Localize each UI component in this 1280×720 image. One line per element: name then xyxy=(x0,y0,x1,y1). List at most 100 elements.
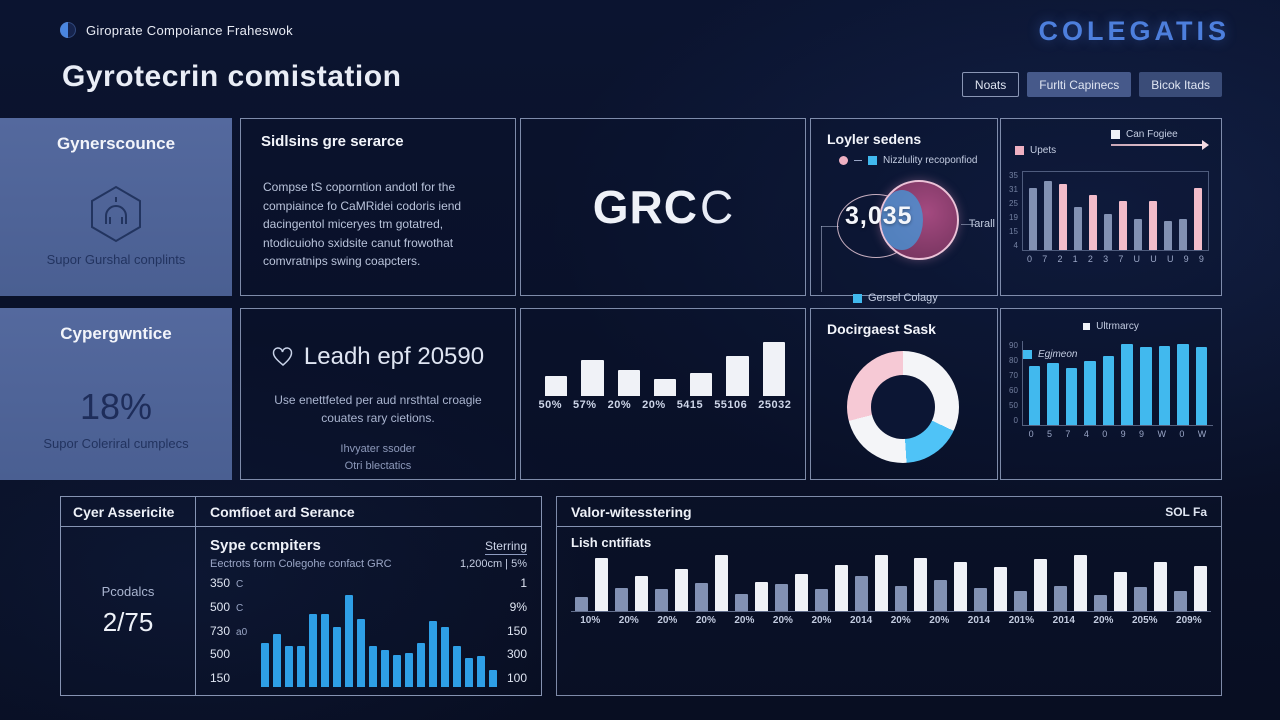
sype-subtitle-right: 1,200cm | 5% xyxy=(459,558,527,570)
bar xyxy=(914,557,928,611)
bicok-itads-button[interactable]: Bicok Itads xyxy=(1139,72,1222,97)
governance-card: Gynerscounce Supor Gurshal conplints xyxy=(0,118,232,296)
bar xyxy=(1158,346,1171,425)
bar xyxy=(464,657,473,687)
bar xyxy=(545,375,568,396)
bar xyxy=(1034,559,1048,611)
pcodalcs-cell: Pcodalcs 2/75 xyxy=(61,527,196,695)
donut-chart xyxy=(847,351,959,463)
bar xyxy=(1194,187,1203,250)
bar xyxy=(834,565,848,611)
leadh-body: Use enettfeted per aud nrsthtal croagie … xyxy=(274,393,482,425)
bar xyxy=(614,588,628,611)
bar xyxy=(369,646,377,687)
sterring-chart xyxy=(255,590,499,687)
egjmeon-label: Egjmeon xyxy=(1038,349,1078,360)
valor-header: Valor-witesstering xyxy=(571,503,692,520)
bar xyxy=(1194,566,1207,611)
heart-icon xyxy=(272,347,294,367)
app-logo: Giroprate Compoiance Fraheswok xyxy=(60,22,293,38)
bar xyxy=(321,614,330,687)
governance-title: Gynerscounce xyxy=(56,134,176,153)
bar xyxy=(1177,343,1189,425)
bar xyxy=(1121,344,1133,425)
logo-icon xyxy=(60,22,76,38)
bar xyxy=(273,633,282,687)
venn-title: Loyler sedens xyxy=(827,131,922,147)
header-actions: Noats Furlti Capinecs Bicok Itads xyxy=(961,72,1222,97)
grc-card: GRC C xyxy=(520,118,806,296)
venn-top-legend-label: Nizzlulity recoponfiod xyxy=(883,155,978,166)
bar xyxy=(1174,591,1188,611)
pcodalcs-value: 2/75 xyxy=(102,607,154,637)
bar xyxy=(754,581,768,611)
bar xyxy=(476,655,485,687)
bar xyxy=(1047,362,1059,425)
bar xyxy=(1028,187,1037,250)
legend-dash xyxy=(854,160,862,161)
cyan-square-icon xyxy=(1023,350,1032,359)
bar xyxy=(1043,181,1052,250)
bar xyxy=(261,643,270,687)
bar xyxy=(934,579,948,611)
canfogiee-legend: Can Fogiee xyxy=(1111,129,1178,140)
cyber-card: Cypergwntice 18% Supor Coleriral cumplec… xyxy=(0,308,232,480)
bar xyxy=(488,669,497,687)
bar xyxy=(714,555,728,611)
bar xyxy=(575,596,588,611)
pcodalcs-label: Pcodalcs xyxy=(101,584,155,599)
grc-text: GRC xyxy=(592,181,698,233)
bar xyxy=(1154,561,1168,611)
sidisins-card: Sidlsins gre serarce Compse tS coporntio… xyxy=(240,118,516,296)
leadh-card: Leadh epf 20590 Use enettfeted per aud n… xyxy=(240,308,516,480)
bar xyxy=(1149,201,1158,250)
valor-panel: Valor-witesstering SOL Fa Lish cntifiats… xyxy=(556,496,1222,696)
lish-chart: 10% 20% 20% 20% 20% 20% 20% 2014 20% 20% 2014 201% 2… xyxy=(567,555,1211,681)
sype-cell: Sype ccmpiters Sterring Eectrots form Co… xyxy=(196,527,541,695)
bar xyxy=(1088,195,1097,250)
blue-square-icon xyxy=(853,293,862,303)
bar xyxy=(333,626,342,687)
governance-subtitle: Supor Gurshal conplints xyxy=(46,252,186,268)
bar xyxy=(1084,361,1096,425)
venn-diagram: 3,035 Tarall xyxy=(811,172,997,292)
bar xyxy=(1014,591,1028,611)
bar xyxy=(1140,346,1152,425)
leadh-title: Leadh epf 20590 xyxy=(303,343,485,370)
sype-subtitle: Eectrots form Colegohe confact GRC xyxy=(210,558,392,570)
bar xyxy=(874,555,888,611)
upets-label: Upets xyxy=(1030,145,1057,156)
bar xyxy=(452,646,461,687)
bar xyxy=(1102,356,1115,425)
bar xyxy=(1164,220,1173,250)
bar xyxy=(954,561,968,611)
bar xyxy=(690,372,713,396)
venn-connector xyxy=(821,226,839,227)
bar xyxy=(594,557,608,611)
bar xyxy=(617,369,640,396)
venn-connector xyxy=(821,226,822,292)
noats-button[interactable]: Noats xyxy=(961,72,1020,97)
bar xyxy=(762,341,785,396)
bar xyxy=(674,568,688,611)
bar xyxy=(814,589,828,611)
bar xyxy=(1114,571,1128,611)
logo-text: Giroprate Compoiance Fraheswok xyxy=(86,22,293,38)
table-col1-header: Cyer Assericite xyxy=(61,497,196,526)
bar xyxy=(634,576,648,611)
venn-bottom-legend: Gersel Colagy xyxy=(853,292,997,304)
leadh-foot-1: Ihvyater ssoder xyxy=(340,443,416,455)
venn-right-label: Tarall xyxy=(968,218,995,230)
furlti-capinecs-button[interactable]: Furlti Capinecs xyxy=(1027,72,1132,97)
bar xyxy=(1134,218,1143,250)
left-axis-values: 350 C 500 C 730 a0 500 150 xyxy=(210,576,248,685)
trend-arrow-icon xyxy=(1111,140,1209,150)
bar xyxy=(345,594,354,687)
percent-chart-panel: 50% 57% 20% 20% 5415 55106 25032 xyxy=(520,308,806,480)
white-square-icon xyxy=(1083,323,1091,330)
